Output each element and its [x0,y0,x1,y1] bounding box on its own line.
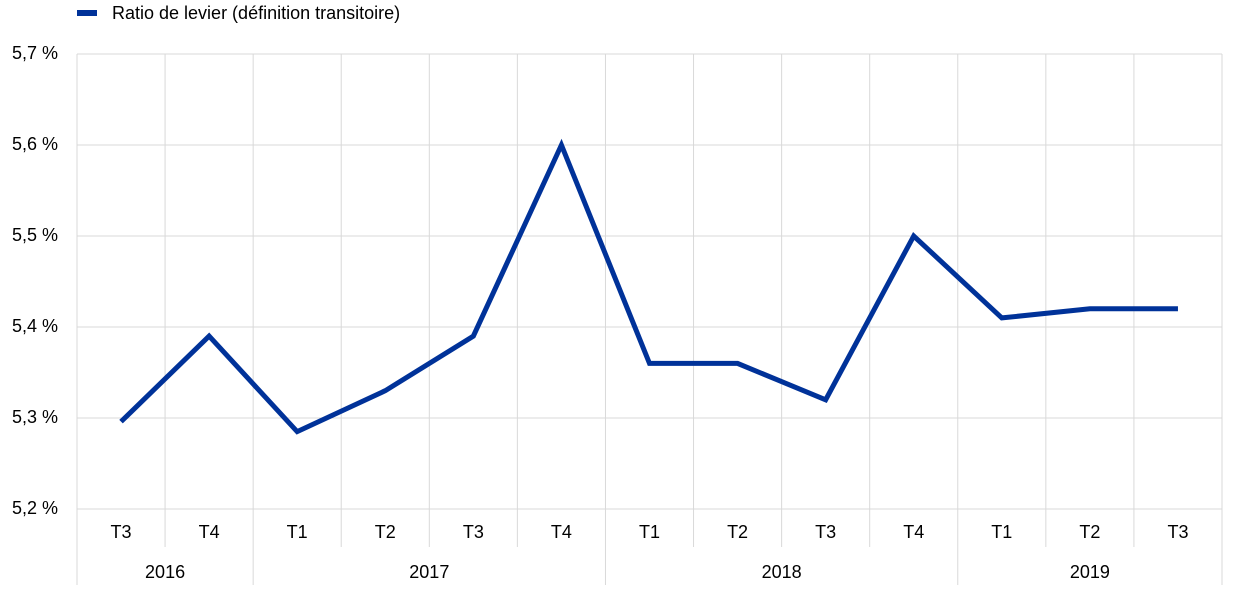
y-tick-label: 5,5 % [12,225,58,245]
x-group-label: 2018 [762,562,802,582]
x-tick-label: T2 [375,522,396,542]
x-group-label: 2016 [145,562,185,582]
x-tick-label: T1 [639,522,660,542]
data-line [119,138,1178,435]
y-tick-label: 5,3 % [12,407,58,427]
x-tick-label: T2 [1079,522,1100,542]
x-tick-label: T3 [815,522,836,542]
x-tick-label: T3 [1167,522,1188,542]
legend-label: Ratio de levier (définition transitoire) [112,3,400,23]
x-tick-label: T3 [463,522,484,542]
x-tick-label: T1 [991,522,1012,542]
x-tick-label: T4 [199,522,220,542]
x-tick-label: T2 [727,522,748,542]
y-tick-label: 5,6 % [12,134,58,154]
y-tick-label: 5,4 % [12,316,58,336]
x-tick-label: T4 [903,522,924,542]
y-tick-label: 5,2 % [12,498,58,518]
x-tick-label: T4 [551,522,572,542]
x-tick-label: T1 [287,522,308,542]
x-group-label: 2019 [1070,562,1110,582]
y-tick-label: 5,7 % [12,43,58,63]
x-tick-label: T3 [111,522,132,542]
x-group-label: 2017 [409,562,449,582]
